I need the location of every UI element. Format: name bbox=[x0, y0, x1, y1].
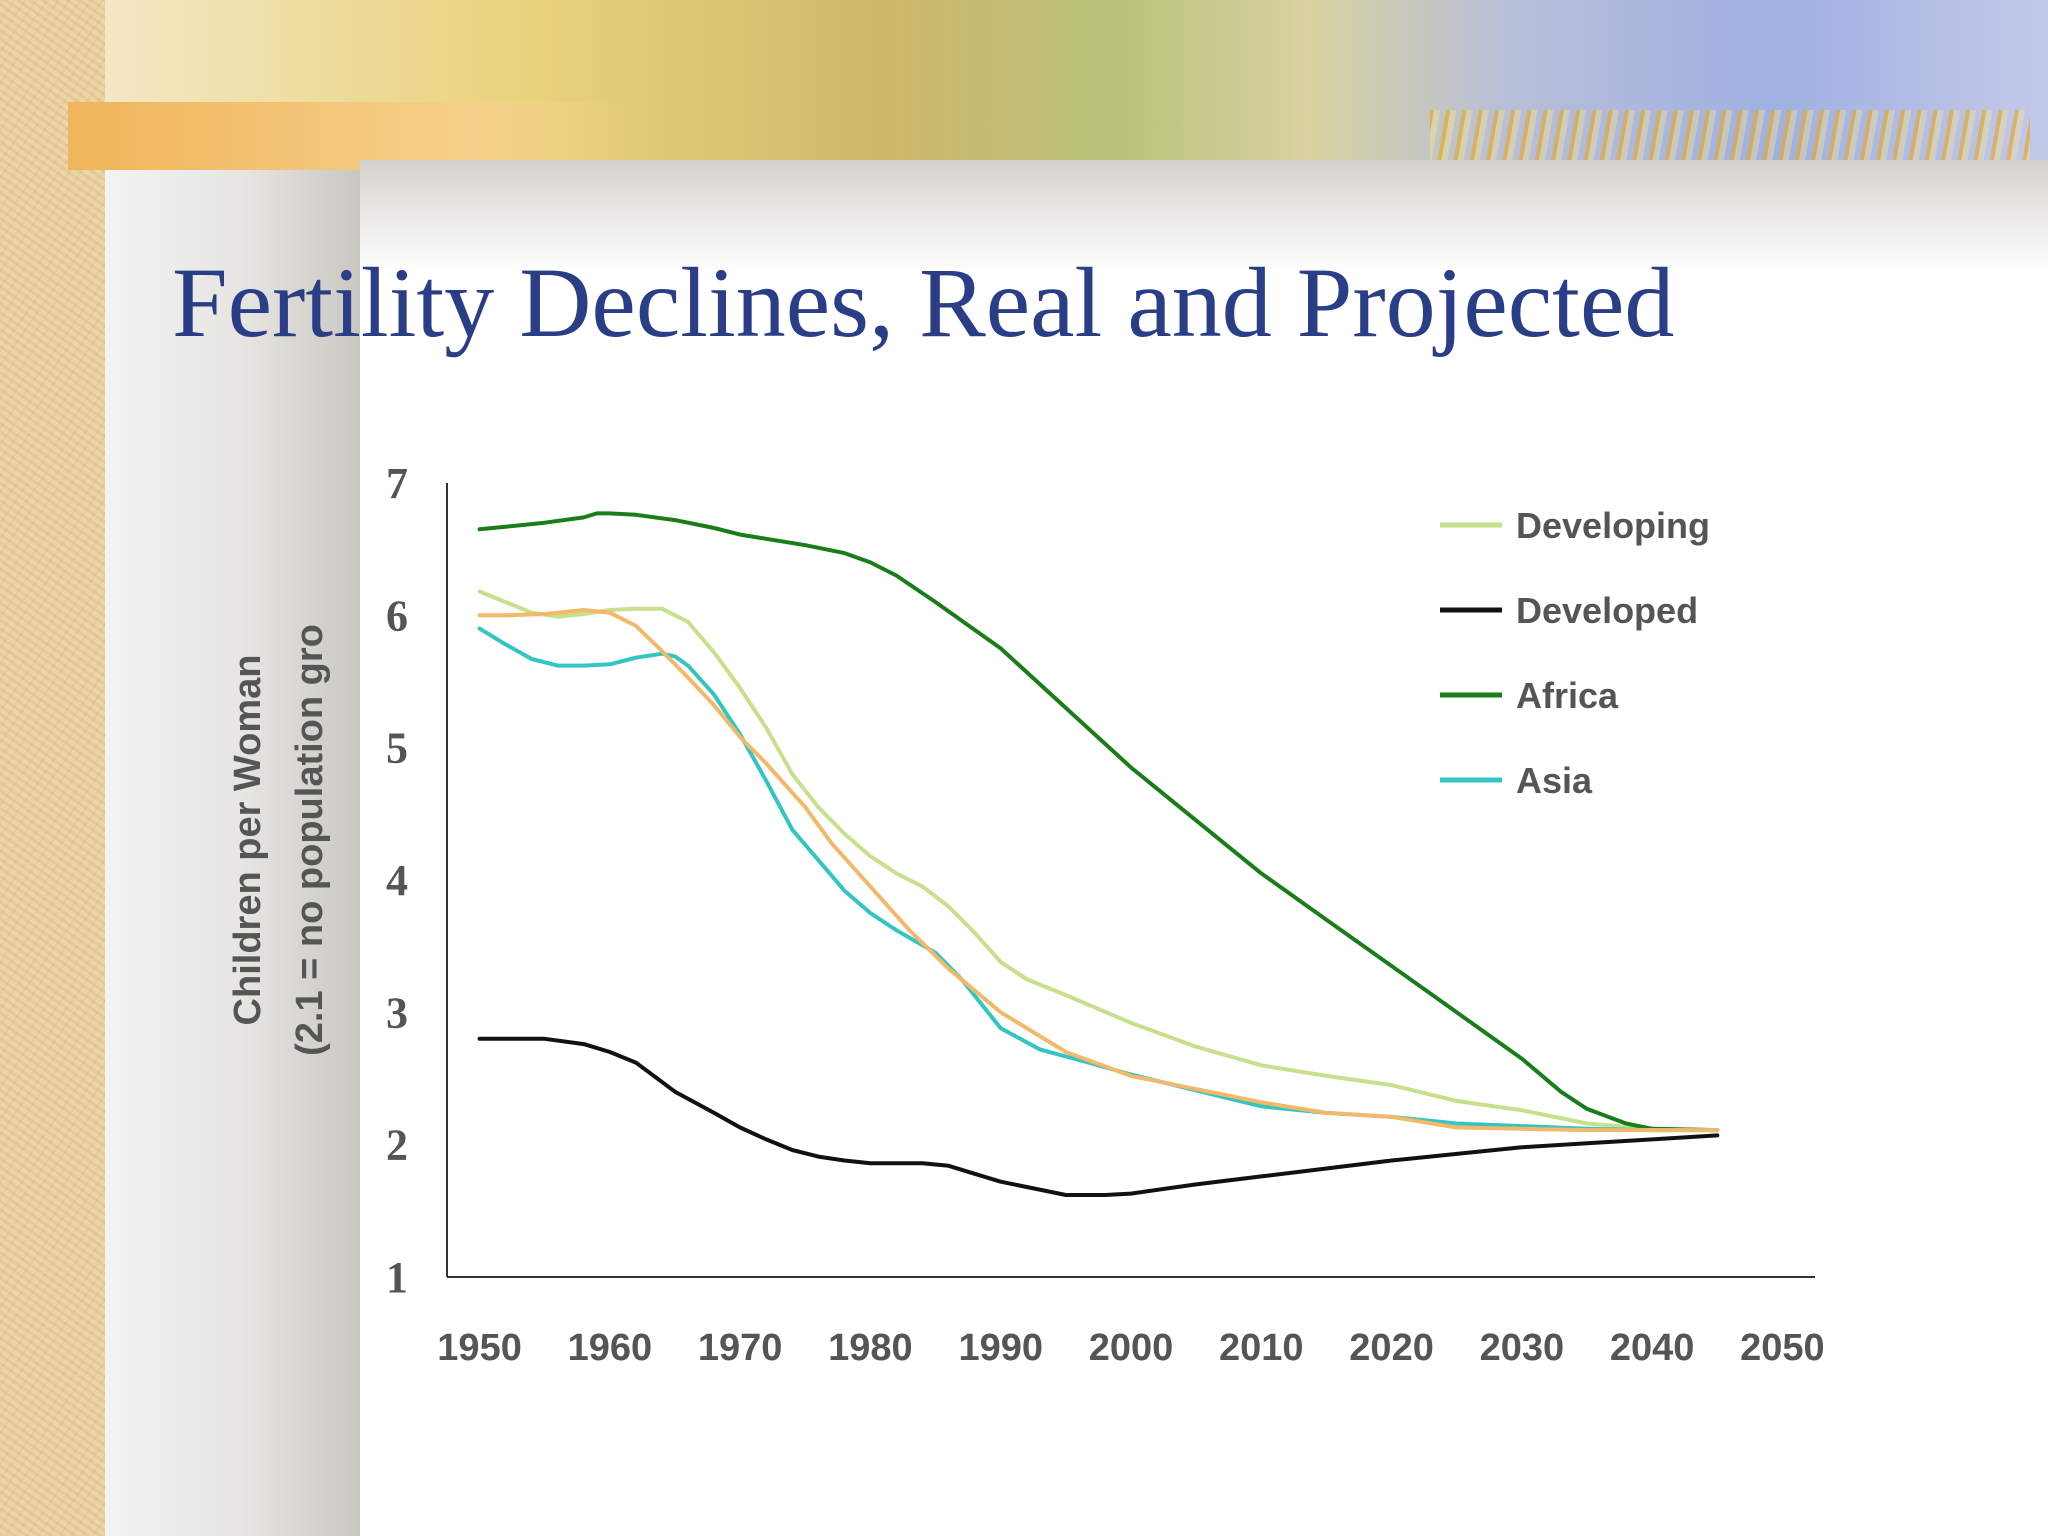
y-axis-title: Children per Woman (2.1 = no population … bbox=[227, 624, 331, 1056]
textured-left-border bbox=[0, 0, 105, 1536]
series-lines bbox=[477, 511, 1720, 1197]
chart-legend: Developing Developed Africa Asia bbox=[1440, 505, 1710, 801]
legend-label-asia: Asia bbox=[1516, 760, 1593, 801]
gray-side-column bbox=[105, 165, 360, 1536]
x-tick-label: 1990 bbox=[958, 1327, 1043, 1369]
x-tick-label: 2000 bbox=[1089, 1327, 1174, 1369]
legend-label-developing: Developing bbox=[1516, 505, 1710, 546]
series-line-developed bbox=[477, 1036, 1720, 1197]
y-tick-label: 5 bbox=[386, 724, 408, 773]
x-tick-label: 1970 bbox=[698, 1327, 783, 1369]
y-tick-labels: 1 2 3 4 5 6 7 bbox=[386, 459, 408, 1302]
slide-title: Fertility Declines, Real and Projected bbox=[172, 247, 1675, 358]
banner-accent-strip bbox=[68, 102, 638, 170]
y-tick-label: 7 bbox=[386, 459, 408, 508]
x-tick-label: 1950 bbox=[437, 1327, 522, 1369]
series-line-series-5 bbox=[477, 608, 1720, 1133]
y-tick-label: 4 bbox=[386, 856, 408, 905]
legend-label-developed: Developed bbox=[1516, 590, 1698, 631]
y-axis-title-line-2: (2.1 = no population gro bbox=[289, 624, 331, 1056]
x-tick-labels: 1950 1960 1970 1980 1990 2000 2010 2020 2030 2040… bbox=[437, 1327, 1824, 1369]
x-tick-label: 2010 bbox=[1219, 1327, 1304, 1369]
y-tick-label: 6 bbox=[386, 591, 408, 640]
y-tick-label: 3 bbox=[386, 988, 408, 1037]
series-line-africa bbox=[477, 511, 1720, 1133]
banner-grain-ornament bbox=[1430, 110, 2030, 165]
x-tick-label: 2050 bbox=[1740, 1327, 1825, 1369]
series-line-developing bbox=[477, 589, 1720, 1133]
legend-label-africa: Africa bbox=[1516, 675, 1619, 716]
x-tick-label: 2030 bbox=[1480, 1327, 1565, 1369]
y-axis-title-line-1: Children per Woman bbox=[227, 655, 269, 1026]
x-tick-label: 1980 bbox=[828, 1327, 913, 1369]
y-tick-label: 1 bbox=[386, 1253, 408, 1302]
x-tick-label: 1960 bbox=[568, 1327, 653, 1369]
y-tick-label: 2 bbox=[386, 1121, 408, 1170]
banner-shadow bbox=[360, 160, 2048, 275]
x-tick-label: 2040 bbox=[1610, 1327, 1695, 1369]
x-tick-label: 2020 bbox=[1349, 1327, 1434, 1369]
